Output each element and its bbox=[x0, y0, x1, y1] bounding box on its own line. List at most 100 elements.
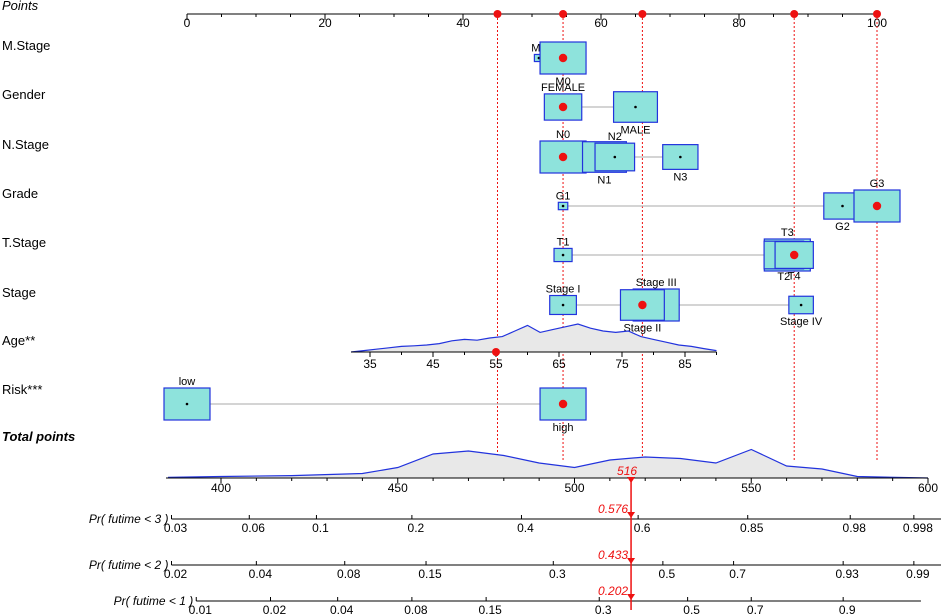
probability-axis-tick-label: 0.85 bbox=[740, 521, 764, 535]
level-dot bbox=[841, 204, 844, 208]
selected-marker bbox=[558, 102, 568, 112]
selected-marker bbox=[558, 53, 568, 63]
probability-axis-tick-label: 0.998 bbox=[903, 521, 933, 535]
level-label: low bbox=[179, 376, 196, 388]
selected-marker bbox=[872, 201, 882, 211]
selected-marker bbox=[558, 399, 568, 409]
level-dot bbox=[561, 253, 565, 257]
points-axis-label: Points bbox=[2, 0, 39, 13]
probability-axis-label: Pr( futime < 1 ) bbox=[114, 594, 194, 608]
probability-axis-label: Pr( futime < 3 ) bbox=[89, 512, 169, 526]
probability-axis-tick-label: 0.1 bbox=[312, 521, 329, 535]
probability-axis-tick-label: 0.5 bbox=[683, 603, 700, 614]
probability-axis-tick-label: 0.3 bbox=[595, 603, 612, 614]
level-label: N1 bbox=[597, 174, 611, 186]
points-axis-tick-label: 40 bbox=[456, 16, 470, 30]
level-dot bbox=[561, 204, 565, 208]
probability-axis-tick-label: 0.9 bbox=[839, 603, 856, 614]
points-marker bbox=[638, 10, 647, 18]
age-axis-tick-label: 55 bbox=[489, 357, 503, 371]
total-points-label: Total points bbox=[2, 429, 75, 444]
points-axis-tick-label: 60 bbox=[594, 16, 608, 30]
age-density-line bbox=[351, 323, 717, 353]
total-axis-tick-label: 450 bbox=[388, 481, 408, 495]
age-axis-tick-label: 75 bbox=[615, 357, 629, 371]
probability-axis-tick-label: 0.15 bbox=[418, 567, 442, 581]
level-dot bbox=[561, 303, 565, 307]
level-label: T3 bbox=[781, 227, 794, 239]
level-label: Stage II bbox=[623, 322, 661, 334]
total-axis-tick-label: 400 bbox=[211, 481, 231, 495]
age-axis-tick-label: 85 bbox=[678, 357, 692, 371]
probability-axis-tick-label: 0.98 bbox=[843, 521, 867, 535]
probability-axis-tick-label: 0.08 bbox=[337, 567, 361, 581]
level-label: Stage I bbox=[546, 284, 581, 296]
level-label: T1 bbox=[557, 236, 570, 248]
variable-label: M.Stage bbox=[2, 38, 50, 53]
level-label: FEMALE bbox=[541, 82, 585, 94]
probability-value-label: 0.433 bbox=[598, 548, 628, 562]
probability-axis-tick-label: 0.08 bbox=[404, 603, 428, 614]
age-selected-marker bbox=[492, 348, 500, 356]
total-selected-value: 516 bbox=[617, 464, 637, 478]
probability-axis-tick-label: 0.01 bbox=[189, 603, 213, 614]
level-label: G1 bbox=[556, 190, 571, 202]
variable-label: N.Stage bbox=[2, 137, 49, 152]
probability-axis-tick-label: 0.7 bbox=[747, 603, 764, 614]
points-marker bbox=[790, 10, 799, 18]
probability-axis-tick-label: 0.06 bbox=[242, 521, 266, 535]
level-label: T4 bbox=[788, 270, 801, 282]
variable-label: Risk*** bbox=[2, 382, 42, 397]
total-axis-tick-label: 600 bbox=[918, 481, 938, 495]
level-label: G3 bbox=[870, 178, 885, 190]
level-label: N3 bbox=[673, 171, 687, 183]
level-label: G2 bbox=[835, 221, 850, 233]
level-label: N2 bbox=[608, 131, 622, 143]
probability-axis-tick-label: 0.04 bbox=[330, 603, 354, 614]
level-dot bbox=[634, 105, 637, 109]
level-box bbox=[662, 144, 699, 170]
total-density-fill bbox=[167, 449, 929, 478]
variable-label: Stage bbox=[2, 285, 36, 300]
probability-value-label: 0.576 bbox=[598, 502, 628, 516]
probability-axis-tick-label: 0.15 bbox=[478, 603, 502, 614]
points-marker bbox=[873, 10, 881, 18]
selected-marker bbox=[638, 300, 647, 310]
probability-axis-tick-label: 0.99 bbox=[906, 567, 930, 581]
probability-axis-tick-label: 0.6 bbox=[634, 521, 651, 535]
variable-label-age: Age** bbox=[2, 333, 35, 348]
prediction-arrowhead bbox=[627, 477, 636, 483]
probability-axis-tick-label: 0.93 bbox=[835, 567, 859, 581]
total-axis-tick-label: 550 bbox=[741, 481, 761, 495]
level-label: N0 bbox=[556, 129, 570, 141]
points-marker bbox=[559, 10, 568, 18]
level-label: high bbox=[553, 422, 574, 434]
level-dot bbox=[679, 155, 682, 159]
probability-axis-tick-label: 0.3 bbox=[549, 567, 566, 581]
probability-axis-tick-label: 0.02 bbox=[263, 603, 287, 614]
points-marker bbox=[493, 10, 502, 18]
level-label: M0 bbox=[555, 76, 570, 88]
prediction-arrowhead bbox=[627, 558, 636, 564]
probability-axis-tick-label: 0.7 bbox=[729, 567, 746, 581]
level-label: T2 bbox=[777, 271, 790, 283]
age-axis-tick-label: 65 bbox=[552, 357, 566, 371]
points-axis-tick-label: 20 bbox=[318, 16, 332, 30]
variable-label: Grade bbox=[2, 186, 38, 201]
probability-axis-tick-label: 0.02 bbox=[164, 567, 188, 581]
probability-axis-label: Pr( futime < 2 ) bbox=[89, 558, 169, 572]
age-axis-tick-label: 45 bbox=[426, 357, 440, 371]
probability-axis-tick-label: 0.5 bbox=[659, 567, 676, 581]
level-dot bbox=[799, 303, 803, 307]
total-density-line bbox=[167, 448, 929, 479]
probability-axis-tick-label: 0.4 bbox=[517, 521, 534, 535]
level-label: MALE bbox=[621, 124, 651, 136]
selected-marker bbox=[790, 250, 799, 260]
prediction-arrowhead bbox=[627, 512, 636, 518]
age-axis-tick-label: 35 bbox=[363, 357, 377, 371]
probability-axis-tick-label: 0.03 bbox=[164, 521, 188, 535]
points-axis-tick-label: 80 bbox=[732, 16, 746, 30]
probability-value-label: 0.202 bbox=[598, 584, 628, 598]
level-label: Stage III bbox=[636, 277, 677, 289]
age-density-fill bbox=[351, 324, 717, 352]
